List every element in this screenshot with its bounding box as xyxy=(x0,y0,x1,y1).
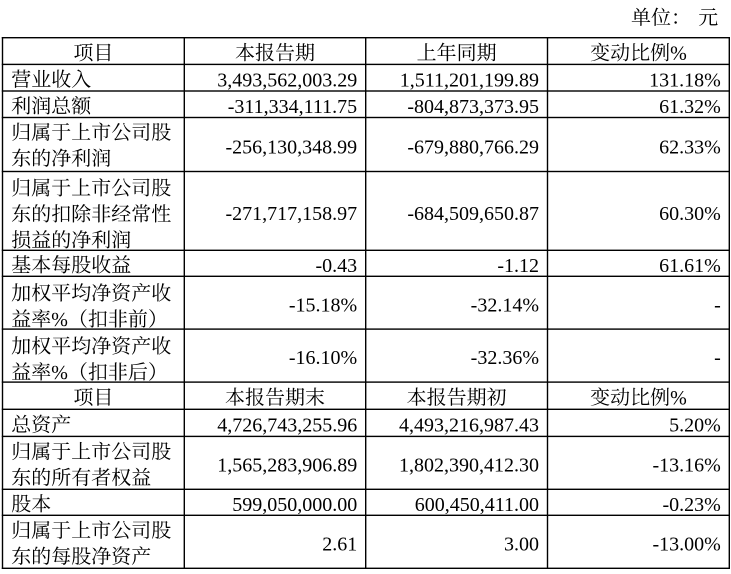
svg-text:600,450,411.00: 600,450,411.00 xyxy=(415,494,539,516)
svg-text:4,493,216,987.43: 4,493,216,987.43 xyxy=(399,415,539,437)
svg-text:-256,130,348.99: -256,130,348.99 xyxy=(226,137,358,159)
svg-text:62.33%: 62.33% xyxy=(659,137,721,159)
svg-text:-679,880,766.29: -679,880,766.29 xyxy=(407,137,539,159)
svg-text:-: - xyxy=(714,294,721,316)
svg-text:-15.18%: -15.18% xyxy=(289,294,357,316)
svg-text:1,802,390,412.30: 1,802,390,412.30 xyxy=(399,455,539,477)
svg-text:1,511,201,199.89: 1,511,201,199.89 xyxy=(400,69,539,91)
svg-text:61.32%: 61.32% xyxy=(659,96,721,118)
svg-text:-: - xyxy=(714,347,721,369)
svg-text:-311,334,111.75: -311,334,111.75 xyxy=(228,96,357,118)
svg-text:131.18%: 131.18% xyxy=(649,69,721,91)
svg-text:3.00: 3.00 xyxy=(504,533,539,555)
svg-text:599,050,000.00: 599,050,000.00 xyxy=(232,494,357,516)
svg-text:3,493,562,003.29: 3,493,562,003.29 xyxy=(217,69,357,91)
svg-text:-16.10%: -16.10% xyxy=(289,347,357,369)
svg-text:-13.00%: -13.00% xyxy=(652,533,720,555)
svg-text:-1.12: -1.12 xyxy=(497,255,539,277)
svg-text:-804,873,373.95: -804,873,373.95 xyxy=(407,96,539,118)
svg-text:-684,509,650.87: -684,509,650.87 xyxy=(407,203,539,225)
svg-text:-0.23%: -0.23% xyxy=(662,494,720,516)
svg-text:-0.43: -0.43 xyxy=(316,255,358,277)
svg-text:61.61%: 61.61% xyxy=(659,255,721,277)
svg-text:1,565,283,906.89: 1,565,283,906.89 xyxy=(217,455,357,477)
svg-text:-271,717,158.97: -271,717,158.97 xyxy=(226,203,358,225)
svg-text:-32.14%: -32.14% xyxy=(471,294,539,316)
svg-text:5.20%: 5.20% xyxy=(669,415,721,437)
svg-text:4,726,743,255.96: 4,726,743,255.96 xyxy=(217,415,357,437)
svg-text:2.61: 2.61 xyxy=(322,533,357,555)
svg-text:60.30%: 60.30% xyxy=(659,203,721,225)
svg-text:-32.36%: -32.36% xyxy=(471,347,539,369)
svg-text:-13.16%: -13.16% xyxy=(652,455,720,477)
